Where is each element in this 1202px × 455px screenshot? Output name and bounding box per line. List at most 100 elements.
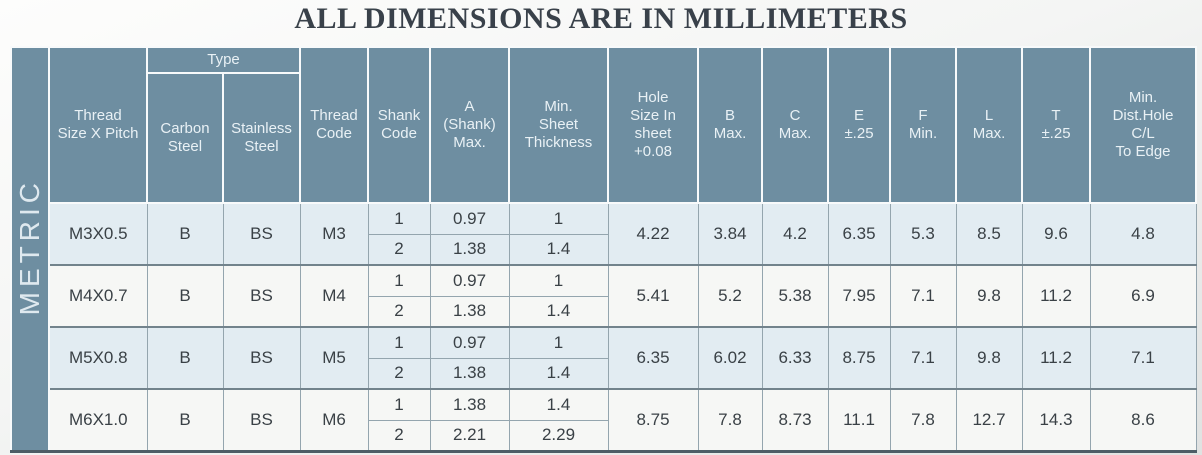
- cell-hole-size: 5.41: [607, 264, 699, 328]
- cell-hole-size: 4.22: [607, 202, 699, 266]
- cell-thread-size: M3X0.5: [48, 202, 148, 266]
- cell-b-max: 7.8: [697, 388, 763, 452]
- cell-hole-size: 8.75: [607, 388, 699, 452]
- cell-stainless-steel: BS: [222, 388, 301, 452]
- cell-l-max: 9.8: [955, 264, 1023, 328]
- cell-carbon-steel: B: [146, 202, 224, 266]
- header-a-shank-max: A (Shank) Max.: [429, 46, 510, 204]
- header-min-dist-hole: Min. Dist.Hole C/L To Edge: [1089, 46, 1197, 204]
- cell-stainless-steel: BS: [222, 264, 301, 328]
- cell-min-sheet: 2.29: [508, 419, 609, 452]
- cell-f-min: 7.1: [889, 326, 957, 390]
- cell-b-max: 3.84: [697, 202, 763, 266]
- cell-stainless-steel: BS: [222, 202, 301, 266]
- cell-thread-code: M5: [299, 326, 369, 390]
- header-c-max: C Max.: [761, 46, 829, 204]
- cell-a-shank-max: 0.97: [429, 326, 510, 359]
- page-title: ALL DIMENSIONS ARE IN MILLIMETERS: [294, 2, 908, 35]
- cell-c-max: 6.33: [761, 326, 829, 390]
- cell-e-tolerance: 8.75: [827, 326, 891, 390]
- cell-l-max: 8.5: [955, 202, 1023, 266]
- cell-thread-code: M3: [299, 202, 369, 266]
- header-t-tolerance: T ±.25: [1021, 46, 1091, 204]
- cell-min-dist: 4.8: [1089, 202, 1197, 266]
- header-carbon-steel: Carbon Steel: [146, 72, 224, 204]
- cell-carbon-steel: B: [146, 388, 224, 452]
- cell-carbon-steel: B: [146, 326, 224, 390]
- table-row: M6X1.0 B BS M6 1 1.38 1.4 8.75 7.8 8.73 …: [11, 388, 1197, 452]
- cell-a-shank-max: 0.97: [429, 264, 510, 297]
- cell-c-max: 5.38: [761, 264, 829, 328]
- cell-l-max: 12.7: [955, 388, 1023, 452]
- cell-min-dist: 7.1: [1089, 326, 1197, 390]
- dimensions-table: METRIC Thread Size X Pitch Type Thread C…: [10, 46, 1197, 453]
- header-thread-size: Thread Size X Pitch: [48, 46, 148, 204]
- cell-min-sheet: 1.4: [508, 357, 609, 390]
- cell-l-max: 9.8: [955, 326, 1023, 390]
- metric-label: METRIC: [14, 177, 46, 315]
- cell-min-sheet: 1: [508, 202, 609, 235]
- cell-b-max: 5.2: [697, 264, 763, 328]
- cell-t-tolerance: 9.6: [1021, 202, 1091, 266]
- cell-a-shank-max: 1.38: [429, 388, 510, 421]
- cell-carbon-steel: B: [146, 264, 224, 328]
- header-b-max: B Max.: [697, 46, 763, 204]
- cell-c-max: 8.73: [761, 388, 829, 452]
- cell-thread-code: M6: [299, 388, 369, 452]
- cell-t-tolerance: 11.2: [1021, 326, 1091, 390]
- cell-shank-code: 2: [367, 357, 431, 390]
- header-l-max: L Max.: [955, 46, 1023, 204]
- header-e-tolerance: E ±.25: [827, 46, 891, 204]
- cell-shank-code: 1: [367, 326, 431, 359]
- cell-hole-size: 6.35: [607, 326, 699, 390]
- header-f-min: F Min.: [889, 46, 957, 204]
- cell-min-sheet: 1.4: [508, 233, 609, 266]
- cell-min-sheet: 1: [508, 326, 609, 359]
- header-shank-code: Shank Code: [367, 46, 431, 204]
- table-row: M3X0.5 B BS M3 1 0.97 1 4.22 3.84 4.2 6.…: [11, 202, 1197, 266]
- cell-shank-code: 1: [367, 202, 431, 235]
- table-row: 2 2.21 2.29: [11, 419, 1196, 452]
- cell-min-sheet: 1.4: [508, 295, 609, 328]
- cell-c-max: 4.2: [761, 202, 829, 266]
- cell-b-max: 6.02: [697, 326, 763, 390]
- cell-shank-code: 1: [367, 388, 431, 421]
- cell-thread-code: M4: [299, 264, 369, 328]
- header-type-group: Type: [146, 46, 301, 74]
- table-row: 2 1.38 1.4: [11, 295, 1196, 328]
- cell-e-tolerance: 6.35: [827, 202, 891, 266]
- cell-a-shank-max: 1.38: [429, 295, 510, 328]
- cell-f-min: 5.3: [889, 202, 957, 266]
- cell-e-tolerance: 7.95: [827, 264, 891, 328]
- cell-t-tolerance: 11.2: [1021, 264, 1091, 328]
- cell-e-tolerance: 11.1: [827, 388, 891, 452]
- table-row: M4X0.7 B BS M4 1 0.97 1 5.41 5.2 5.38 7.…: [11, 264, 1197, 328]
- table-row: 2 1.38 1.4: [11, 233, 1196, 266]
- cell-shank-code: 2: [367, 419, 431, 452]
- cell-thread-size: M4X0.7: [48, 264, 148, 328]
- cell-shank-code: 1: [367, 264, 431, 297]
- header-stainless-steel: Stainless Steel: [222, 72, 301, 204]
- cell-f-min: 7.8: [889, 388, 957, 452]
- cell-stainless-steel: BS: [222, 326, 301, 390]
- header-hole-size: Hole Size In sheet +0.08: [607, 46, 699, 204]
- metric-side-band: METRIC: [10, 46, 50, 452]
- cell-shank-code: 2: [367, 295, 431, 328]
- table-row: M5X0.8 B BS M5 1 0.97 1 6.35 6.02 6.33 8…: [11, 326, 1197, 390]
- cell-thread-size: M5X0.8: [48, 326, 148, 390]
- cell-min-dist: 6.9: [1089, 264, 1197, 328]
- cell-thread-size: M6X1.0: [48, 388, 148, 452]
- table-row: 2 1.38 1.4: [11, 357, 1196, 390]
- cell-a-shank-max: 1.38: [429, 233, 510, 266]
- cell-t-tolerance: 14.3: [1021, 388, 1091, 452]
- cell-min-dist: 8.6: [1089, 388, 1197, 452]
- cell-a-shank-max: 1.38: [429, 357, 510, 390]
- cell-a-shank-max: 2.21: [429, 419, 510, 452]
- cell-min-sheet: 1: [508, 264, 609, 297]
- cell-f-min: 7.1: [889, 264, 957, 328]
- cell-min-sheet: 1.4: [508, 388, 609, 421]
- header-thread-code: Thread Code: [299, 46, 369, 204]
- cell-a-shank-max: 0.97: [429, 202, 510, 235]
- header-min-sheet-thickness: Min. Sheet Thickness: [508, 46, 609, 204]
- cell-shank-code: 2: [367, 233, 431, 266]
